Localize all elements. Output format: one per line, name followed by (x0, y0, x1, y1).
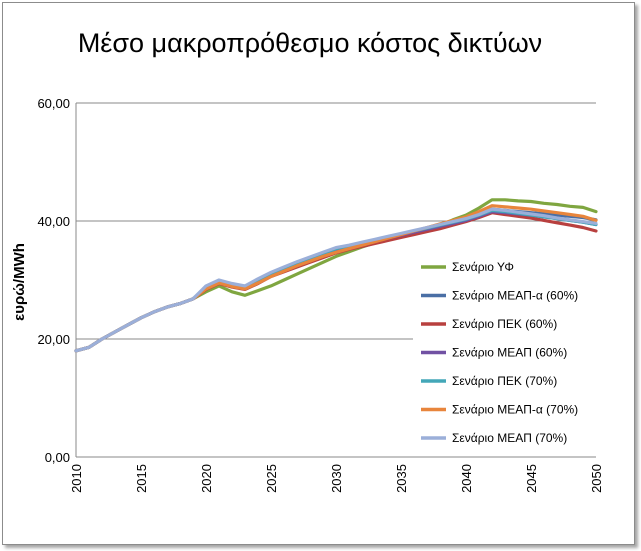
chart-title: Μέσο μακροπρόθεσμο κόστος δικτύων (78, 28, 542, 58)
legend: Σενάριο ΥΦ Σενάριο ΜΕΑΠ-α (60%) Σενάριο ΠΕ… (413, 255, 597, 451)
legend-entry: Σενάριο ΜΕΑΠ (70%) (452, 431, 567, 445)
x-tick-label: 2045 (524, 464, 539, 493)
y-axis-label: ευρώ/MWh (11, 243, 28, 321)
series-lines (74, 198, 598, 353)
x-tick-label: 2030 (329, 464, 344, 493)
legend-entry: Σενάριο ΜΕΑΠ (60%) (452, 346, 567, 360)
x-tick-label: 2050 (589, 464, 604, 493)
y-tick-label: 0,00 (45, 450, 70, 465)
x-axis-ticks: 2010 2015 2020 2025 2030 2035 2040 2045 2050 (69, 464, 604, 493)
x-tick-label: 2035 (394, 464, 409, 493)
legend-entry: Σενάριο ΠΕΚ (70%) (452, 374, 557, 388)
legend-entry: Σενάριο ΜΕΑΠ-α (60%) (452, 289, 578, 303)
legend-entry: Σενάριο ΜΕΑΠ-α (70%) (452, 403, 578, 417)
legend-entry: Σενάριο ΥΦ (452, 260, 514, 274)
x-tick-label: 2040 (459, 464, 474, 493)
x-tick-label: 2015 (134, 464, 149, 493)
y-tick-label: 20,00 (37, 332, 70, 347)
series-line-7 (74, 207, 598, 353)
x-tick-label: 2020 (199, 464, 214, 493)
legend-entry: Σενάριο ΠΕΚ (60%) (452, 317, 557, 331)
y-tick-label: 40,00 (37, 214, 70, 229)
x-tick-label: 2010 (69, 464, 84, 493)
y-axis-ticks: 0,00 20,00 40,00 60,00 (37, 96, 70, 465)
x-tick-label: 2025 (264, 464, 279, 493)
y-tick-label: 60,00 (37, 96, 70, 111)
